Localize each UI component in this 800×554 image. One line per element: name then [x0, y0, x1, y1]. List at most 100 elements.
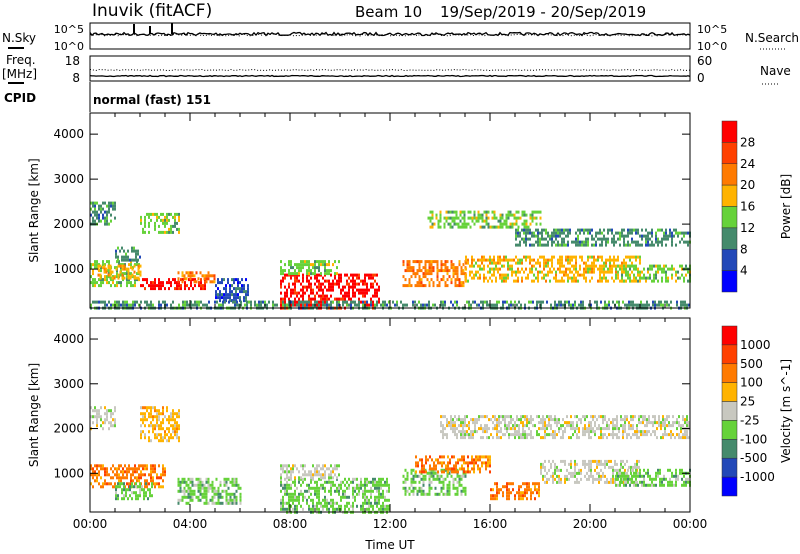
data-cell	[473, 210, 476, 214]
data-cell	[672, 415, 674, 419]
data-cell	[528, 482, 530, 486]
data-cell	[170, 224, 172, 228]
data-cell	[334, 467, 336, 471]
data-cell	[105, 270, 108, 274]
data-cell	[320, 282, 322, 286]
data-cell	[648, 303, 650, 307]
data-cell	[487, 270, 489, 274]
data-cell	[172, 427, 174, 431]
data-cell	[352, 480, 354, 484]
data-cell	[298, 470, 300, 474]
data-cell	[128, 281, 130, 285]
data-cell	[607, 240, 609, 244]
data-cell	[284, 291, 286, 295]
data-cell	[183, 486, 186, 490]
data-cell	[544, 465, 546, 469]
data-cell	[148, 473, 150, 477]
data-cell	[94, 470, 96, 474]
data-cell	[584, 418, 586, 422]
data-cell	[312, 464, 314, 468]
noise-panel-frame	[89, 22, 691, 50]
data-cell	[414, 284, 417, 288]
data-cell	[627, 228, 629, 232]
data-cell	[559, 234, 561, 238]
data-cell	[615, 264, 617, 268]
data-cell	[424, 468, 427, 472]
data-cell	[577, 228, 579, 232]
data-cell	[324, 285, 326, 289]
data-cell	[128, 470, 130, 474]
data-cell	[174, 278, 176, 282]
data-cell	[627, 243, 629, 247]
data-cell	[386, 477, 388, 481]
data-cell	[632, 427, 634, 431]
data-cell	[127, 497, 129, 501]
data-cell	[300, 489, 302, 493]
data-cell	[462, 474, 465, 478]
data-cell	[474, 300, 476, 304]
data-cell	[129, 488, 131, 492]
data-cell	[318, 498, 320, 502]
data-cell	[635, 279, 637, 283]
data-cell	[581, 255, 583, 259]
data-cell	[256, 303, 258, 307]
data-cell	[678, 424, 680, 428]
y-tick-label: 2000	[53, 217, 84, 231]
data-cell	[540, 436, 542, 440]
data-cell	[636, 427, 638, 431]
data-cell	[528, 485, 530, 489]
data-cell	[188, 278, 190, 282]
data-cell	[448, 275, 451, 279]
data-cell	[116, 275, 118, 279]
data-cell	[446, 486, 449, 490]
data-cell	[314, 294, 316, 298]
data-cell	[229, 287, 231, 291]
data-cell	[378, 288, 380, 292]
data-cell	[302, 273, 304, 277]
data-cell	[644, 430, 646, 434]
data-cell	[388, 507, 390, 511]
data-cell	[639, 273, 641, 277]
data-cell	[211, 486, 214, 490]
data-cell	[231, 290, 233, 294]
data-cell	[616, 471, 618, 475]
data-cell	[322, 276, 324, 280]
data-cell	[98, 415, 100, 419]
data-cell	[384, 507, 386, 511]
data-cell	[306, 300, 308, 304]
data-cell	[670, 436, 672, 440]
data-cell	[420, 492, 423, 496]
data-cell	[282, 504, 284, 508]
data-cell	[300, 492, 302, 496]
data-cell	[519, 270, 521, 274]
data-cell	[103, 267, 106, 271]
data-cell	[205, 492, 208, 496]
data-cell	[440, 489, 443, 493]
data-cell	[374, 288, 376, 292]
data-cell	[191, 498, 194, 502]
data-cell	[110, 204, 112, 208]
data-cell	[422, 284, 425, 288]
data-cell	[653, 483, 655, 487]
data-cell	[114, 421, 116, 425]
data-cell	[207, 480, 210, 484]
data-cell	[140, 470, 142, 474]
data-cell	[600, 300, 602, 304]
data-cell	[442, 477, 445, 481]
data-cell	[474, 430, 476, 434]
data-cell	[613, 261, 615, 265]
data-cell	[567, 258, 569, 262]
data-cell	[601, 243, 603, 247]
data-cell	[506, 424, 508, 428]
data-cell	[177, 480, 180, 484]
data-cell	[633, 483, 635, 487]
data-cell	[326, 480, 328, 484]
data-cell	[598, 427, 600, 431]
data-cell	[593, 270, 595, 274]
data-cell	[546, 415, 548, 419]
data-cell	[627, 231, 629, 235]
data-cell	[554, 418, 556, 422]
data-cell	[100, 269, 102, 273]
data-cell	[638, 421, 640, 425]
data-cell	[334, 507, 336, 511]
